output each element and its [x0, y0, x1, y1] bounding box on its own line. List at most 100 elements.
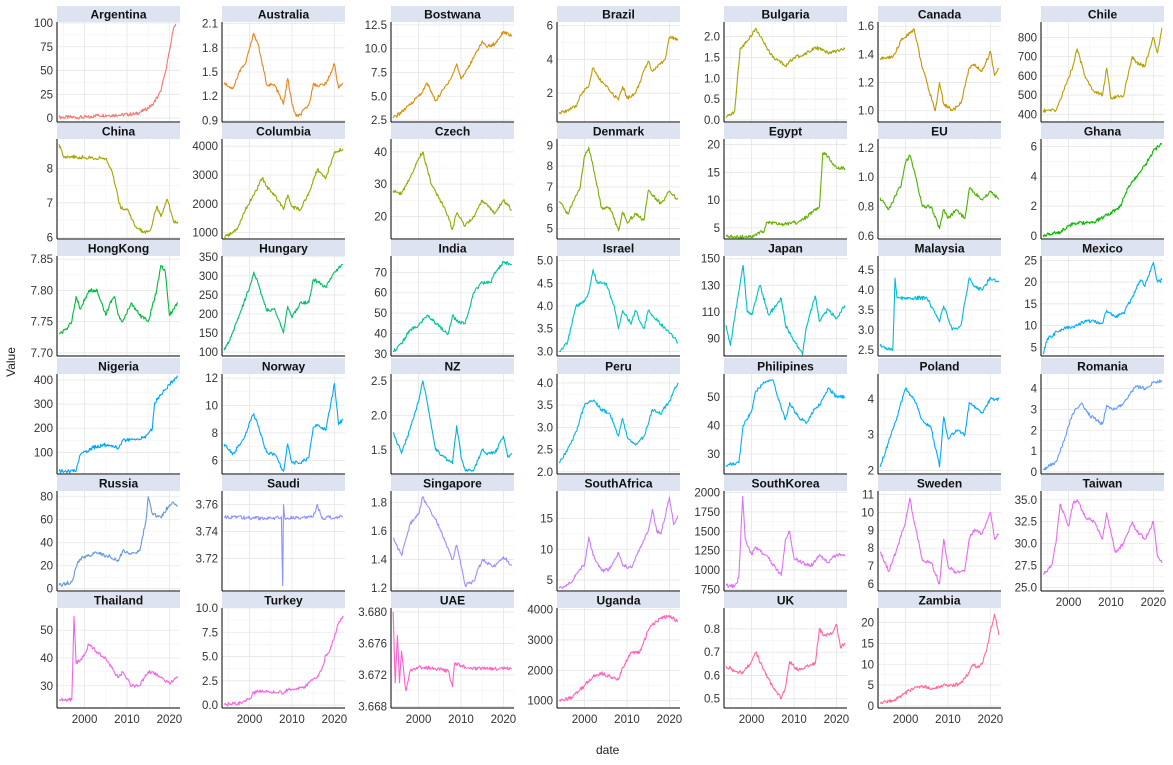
facet-strip	[557, 475, 680, 491]
y-tick-label: 3.5	[858, 305, 874, 317]
y-tick-label: 100	[199, 347, 218, 359]
y-tick-label: 300	[199, 271, 218, 283]
y-tick-label: 20	[374, 211, 387, 223]
panel-hungary: Hungary 100 150 200 250 300 350	[199, 240, 345, 359]
series-line	[1042, 27, 1163, 113]
panel-romania: Romania 0 1 2 3 4	[1031, 358, 1164, 479]
x-tick-label: 2010	[279, 714, 305, 726]
facet-strip-label: NZ	[445, 360, 461, 374]
facet-strip	[557, 592, 680, 608]
y-tick-label: 1.2	[858, 78, 874, 90]
y-tick-label: 12.5	[365, 20, 387, 32]
facet-strip	[391, 240, 514, 256]
y-tick-label: 0.6	[858, 231, 874, 243]
series-line	[223, 383, 343, 472]
facet-strip-label: Czech	[435, 125, 470, 139]
panel-argentina: Argentina 0 25 50 75 100	[34, 6, 180, 125]
series-line	[1042, 379, 1163, 471]
series-line	[725, 623, 846, 700]
facet-strip	[557, 123, 680, 139]
y-tick-label: 3.0	[537, 346, 553, 358]
facet-strip	[222, 123, 345, 139]
facet-strip-label: Egypt	[769, 125, 802, 139]
facet-strip-label: Hungary	[259, 242, 308, 256]
y-tick-label: 10.0	[196, 603, 218, 615]
facet-strip	[391, 6, 514, 22]
y-tick-label: 30	[707, 449, 720, 461]
y-tick-label: 5.0	[202, 652, 218, 664]
panel-southafrica: SouthAfrica 5 10 15	[540, 475, 680, 592]
facet-strip	[724, 358, 847, 374]
y-tick-label: 1500	[694, 526, 720, 538]
facet-strip-label: Australia	[258, 8, 310, 22]
y-tick-label: 500	[1018, 90, 1037, 102]
y-tick-label: 10	[1024, 321, 1037, 333]
series-line	[558, 382, 679, 464]
panel-turkey: Turkey 0.0 2.5 5.0 7.5 10.0 2000 2010 2020	[196, 592, 347, 726]
y-tick-label: 3.76	[196, 500, 218, 512]
y-tick-label: 3.676	[358, 638, 387, 650]
y-tick-label: 2.5	[858, 345, 874, 357]
y-tick-label: 100	[34, 18, 53, 30]
facet-strip-label: Chile	[1088, 8, 1118, 22]
series-line	[1042, 261, 1163, 355]
facet-strip-label: Japan	[768, 242, 803, 256]
series-line	[879, 154, 1000, 230]
facet-strip-label: Saudi	[267, 477, 300, 491]
facet-strip	[724, 123, 847, 139]
x-tick-label: 2020	[157, 714, 183, 726]
y-tick-label: 40	[374, 329, 387, 341]
y-tick-label: 3.0	[537, 422, 553, 434]
facet-strip-label: Bostwana	[424, 8, 481, 22]
series-line	[725, 27, 846, 119]
y-tick-label: 9	[547, 140, 553, 152]
y-tick-label: 3.680	[358, 607, 387, 619]
y-tick-label: 2.5	[202, 676, 218, 688]
panel-philipines: Philipines 30 40 50	[707, 358, 847, 475]
series-line	[558, 614, 679, 702]
y-tick-label: 3.0	[858, 325, 874, 337]
y-tick-label: 4	[1031, 384, 1038, 396]
y-tick-label: 2.0	[371, 410, 387, 422]
panel-peru: Peru 2.0 2.5 3.0 3.5 4.0	[537, 358, 680, 479]
y-tick-label: 10	[707, 195, 720, 207]
y-tick-label: 1.5	[704, 52, 720, 64]
y-tick-label: 50	[374, 308, 387, 320]
y-tick-label: 400	[1018, 109, 1037, 121]
facet-strip-label: Poland	[919, 360, 959, 374]
y-tick-label: 80	[40, 492, 53, 504]
facet-strip	[57, 592, 180, 608]
y-tick-label: 10	[205, 401, 218, 413]
y-tick-label: 6	[47, 232, 53, 244]
facet-strip	[391, 123, 514, 139]
panel-denmark: Denmark 5 6 7 8 9	[547, 123, 680, 240]
x-tick-label: 2000	[1056, 597, 1082, 609]
facet-strip-label: Canada	[918, 8, 962, 22]
y-tick-label: 60	[40, 515, 53, 527]
series-line	[879, 613, 1000, 705]
y-tick-label: 7.5	[371, 67, 387, 79]
y-tick-label: 1000	[192, 228, 218, 240]
y-tick-label: 1.6	[371, 526, 387, 538]
panel-poland: Poland 2 3 4	[868, 358, 1001, 477]
y-tick-label: 1750	[694, 507, 720, 519]
panel-israel: Israel 3.0 3.5 4.0 4.5 5.0	[537, 240, 680, 358]
y-tick-label: 10.0	[365, 44, 387, 56]
facet-strip-label: Columbia	[256, 125, 311, 139]
series-line	[558, 269, 679, 353]
y-tick-label: 5	[547, 224, 553, 236]
y-tick-label: 4.5	[537, 278, 553, 290]
panel-southkorea: SouthKorea 750 1000 1250 1500 1750 2000	[694, 475, 847, 596]
panel-malaysia: Malaysia 2.5 3.0 3.5 4.0 4.5	[858, 240, 1001, 357]
series-line	[223, 615, 344, 707]
y-tick-label: 5	[1031, 342, 1037, 354]
facet-strip	[391, 475, 514, 491]
y-tick-label: 750	[701, 584, 720, 596]
facet-strip	[724, 240, 847, 256]
series-line	[223, 503, 343, 587]
facet-strip-label: Russia	[99, 477, 139, 491]
facet-strip-label: Bulgaria	[761, 8, 809, 22]
x-tick-label: 2010	[935, 714, 961, 726]
facet-strip-label: Mexico	[1082, 242, 1123, 256]
